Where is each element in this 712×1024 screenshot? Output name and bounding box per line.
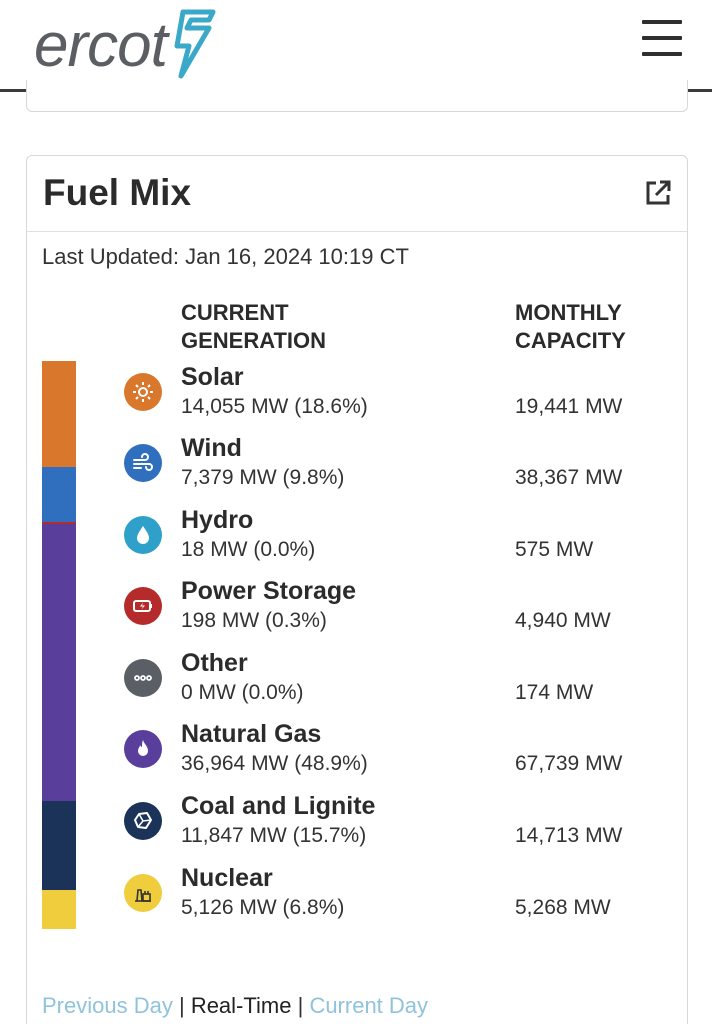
- fuel-row: Nuclear 5,126 MW (6.8%) 5,268 MW: [27, 862, 687, 926]
- ercot-logo[interactable]: ercot: [34, 6, 221, 86]
- monthly-capacity-header: MONTHLY CAPACITY: [515, 300, 626, 353]
- fuel-capacity: 174 MW: [515, 681, 594, 704]
- card-title: Fuel Mix: [43, 172, 192, 213]
- coal-icon: [124, 802, 162, 840]
- fuel-name: Nuclear: [181, 864, 273, 892]
- menu-line: [642, 52, 682, 56]
- fuel-capacity: 5,268 MW: [515, 896, 611, 919]
- menu-line: [642, 20, 682, 24]
- current-generation-header: CURRENT GENERATION: [181, 300, 327, 353]
- fuel-capacity: 14,713 MW: [515, 824, 623, 847]
- logo-text: ercot: [34, 11, 168, 80]
- fuel-row: Other 0 MW (0.0%) 174 MW: [27, 647, 687, 711]
- fuel-name: Natural Gas: [181, 720, 322, 748]
- fuel-generation: 0 MW (0.0%): [181, 681, 304, 704]
- nuclear-plant-icon: [124, 874, 162, 912]
- sun-icon: [124, 373, 162, 411]
- fuel-share-segment: [42, 522, 76, 524]
- fuel-share-segment: [42, 466, 76, 523]
- fuel-row: Natural Gas 36,964 MW (48.9%) 67,739 MW: [27, 718, 687, 782]
- battery-icon: [124, 587, 162, 625]
- fuel-name: Power Storage: [181, 577, 357, 605]
- site-header: ercot: [0, 0, 712, 92]
- fuel-generation: 14,055 MW (18.6%): [181, 395, 368, 418]
- previous-day-link[interactable]: Previous Day: [42, 993, 173, 1018]
- external-link-icon[interactable]: [643, 178, 673, 208]
- fuel-name: Hydro: [181, 506, 254, 534]
- fuel-capacity: 67,739 MW: [515, 752, 623, 775]
- fuel-row: Power Storage 198 MW (0.3%) 4,940 MW: [27, 575, 687, 639]
- current-day-link[interactable]: Current Day: [309, 993, 429, 1018]
- fuel-generation: 36,964 MW (48.9%): [181, 752, 368, 775]
- flame-icon: [124, 730, 162, 768]
- previous-card-bottom: [26, 80, 688, 112]
- fuel-capacity: 19,441 MW: [515, 395, 623, 418]
- fuel-mix-card: Fuel Mix Last Updated: Jan 16, 2024 10:1…: [26, 155, 688, 1024]
- fuel-capacity: 38,367 MW: [515, 466, 623, 489]
- last-updated-text: Last Updated: Jan 16, 2024 10:19 CT: [42, 244, 409, 269]
- fuel-generation: 11,847 MW (15.7%): [181, 824, 367, 847]
- fuel-generation: 198 MW (0.3%): [181, 609, 327, 632]
- fuel-name: Solar: [181, 363, 244, 391]
- fuel-share-segment: [42, 801, 76, 891]
- wind-icon: [124, 444, 162, 482]
- ellipsis-icon: [124, 659, 162, 697]
- water-drop-icon: [124, 516, 162, 554]
- fuel-capacity: 575 MW: [515, 538, 594, 561]
- card-header: Fuel Mix: [27, 156, 687, 232]
- lightning-logo-icon: [174, 9, 216, 79]
- fuel-row: Solar 14,055 MW (18.6%) 19,441 MW: [27, 361, 687, 425]
- fuel-row: Hydro 18 MW (0.0%) 575 MW: [27, 504, 687, 568]
- fuel-generation: 7,379 MW (9.8%): [181, 466, 345, 489]
- hamburger-menu-icon[interactable]: [642, 20, 682, 56]
- fuel-generation: 18 MW (0.0%): [181, 538, 316, 561]
- fuel-capacity: 4,940 MW: [515, 609, 611, 632]
- fuel-name: Coal and Lignite: [181, 792, 376, 820]
- fuel-name: Other: [181, 649, 248, 677]
- view-switcher: Previous Day | Real-Time | Current Day: [42, 993, 428, 1019]
- fuel-name: Wind: [181, 434, 242, 462]
- separator: |: [297, 993, 304, 1018]
- fuel-share-segment: [42, 890, 76, 929]
- fuel-share-segment: [42, 361, 76, 467]
- fuel-row: Wind 7,379 MW (9.8%) 38,367 MW: [27, 432, 687, 496]
- fuel-row: Coal and Lignite 11,847 MW (15.7%) 14,713 …: [27, 790, 687, 854]
- menu-line: [642, 36, 682, 40]
- fuel-generation: 5,126 MW (6.8%): [181, 896, 345, 919]
- fuel-share-segment: [42, 523, 76, 802]
- separator: |: [178, 993, 185, 1018]
- real-time-link[interactable]: Real-Time: [190, 993, 292, 1018]
